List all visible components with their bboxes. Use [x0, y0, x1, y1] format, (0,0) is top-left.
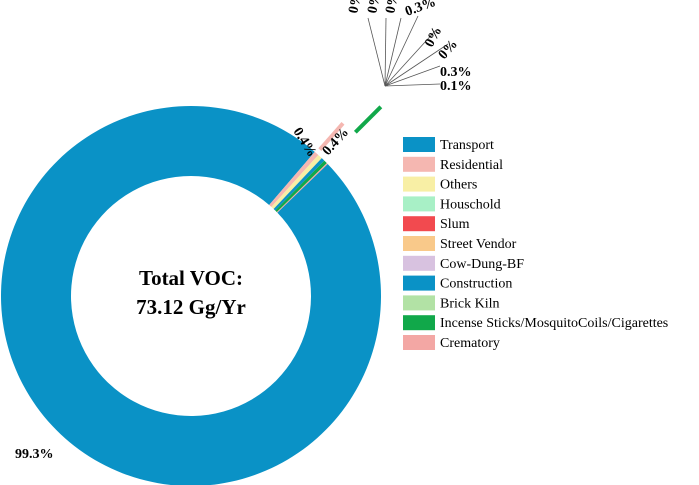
slice-2: [271, 154, 322, 209]
leader-line-6: [384, 15, 419, 87]
legend: Transport Residential Others Houschold Slum S…: [403, 137, 668, 351]
legend-swatch-9: [403, 315, 435, 331]
legend-swatch-0: [403, 137, 435, 152]
pct-label-3: 0%: [346, 0, 365, 15]
legend-swatch-5: [403, 236, 435, 251]
legend-swatch-8: [403, 295, 435, 311]
pct-label-2: 0.4%: [320, 125, 352, 158]
legend-swatch-3: [403, 196, 435, 212]
pct-label-10: 0.1%: [440, 79, 472, 94]
legend-label-0: Transport: [440, 138, 494, 153]
pct-label-0: 99.3%: [15, 447, 54, 462]
legend-label-2: Others: [440, 178, 477, 193]
center-total: 73.12 Gg/Yr: [136, 295, 246, 319]
legend-label-7: Construction: [440, 277, 512, 292]
slice-marker-9: [353, 105, 383, 134]
legend-label-3: Houschold: [440, 197, 501, 212]
legend-label-6: Cow-Dung-BF: [440, 257, 524, 272]
leader-lines: [318, 15, 449, 151]
pct-label-6: 0.3%: [403, 0, 438, 20]
pct-label-4: 0%: [365, 0, 384, 15]
legend-swatch-4: [403, 216, 435, 232]
center-title: Total VOC:: [139, 266, 243, 290]
pct-label-9: 0.3%: [440, 65, 472, 80]
leader-line-8: [384, 43, 449, 87]
leader-line-10: [384, 83, 441, 87]
slice-9: [275, 160, 327, 213]
slice-0: [1, 106, 381, 485]
legend-label-10: Crematory: [440, 336, 500, 351]
leader-line-3: [367, 17, 386, 87]
pct-label-5: 0%: [383, 0, 402, 15]
legend-swatch-6: [403, 255, 435, 271]
legend-label-1: Residential: [440, 158, 503, 173]
donut-slices: [1, 106, 381, 485]
leader-line-5: [384, 17, 402, 87]
leader-line-7: [384, 29, 437, 87]
slice-10: [276, 163, 328, 213]
leader-line-9: [384, 65, 441, 87]
slice-1: [269, 151, 319, 207]
legend-swatch-2: [403, 176, 435, 192]
slice-7: [273, 158, 325, 211]
legend-label-4: Slum: [440, 217, 470, 232]
legend-swatch-1: [403, 156, 435, 172]
legend-label-8: Brick Kiln: [440, 296, 500, 311]
legend-swatch-10: [403, 335, 435, 350]
slice-marker-1: [318, 122, 345, 151]
legend-label-5: Street Vendor: [440, 237, 517, 252]
legend-label-9: Incense Sticks/MosquitoCoils/Cigarettes: [440, 316, 668, 331]
leader-line-4: [384, 17, 387, 87]
legend-swatch-7: [403, 275, 435, 291]
